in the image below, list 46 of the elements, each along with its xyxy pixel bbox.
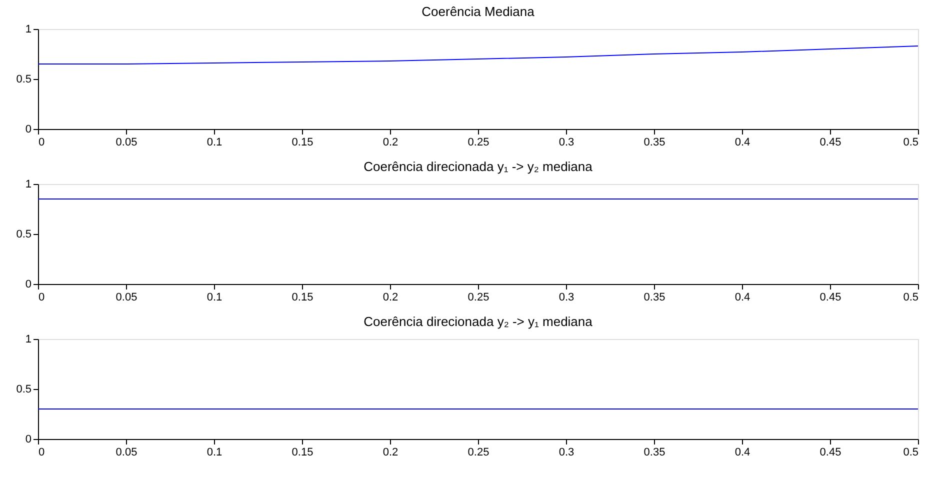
x-tick-label: 0.5 xyxy=(903,136,918,148)
x-tick-label: 0.45 xyxy=(820,446,842,458)
y-tick-label: 1 xyxy=(25,334,32,346)
chart-title: Coerência Mediana xyxy=(422,4,536,19)
x-tick-label: 0.25 xyxy=(468,292,490,304)
x-tick-label: 0.3 xyxy=(558,446,574,458)
x-tick-label: 0.15 xyxy=(292,292,314,304)
x-tick-label: 0.1 xyxy=(206,446,222,458)
x-tick-label: 0.25 xyxy=(468,136,490,148)
x-tick-label: 0.05 xyxy=(116,136,138,148)
y-tick-label: 1 xyxy=(25,178,32,190)
x-tick-label: 0.45 xyxy=(820,292,842,304)
y-tick-label: 0.5 xyxy=(16,384,32,396)
x-tick-label: 0.5 xyxy=(903,446,918,458)
x-tick-label: 0 xyxy=(38,136,45,148)
x-tick-label: 0.2 xyxy=(382,292,398,304)
x-tick-label: 0.4 xyxy=(734,446,750,458)
x-tick-label: 0.35 xyxy=(644,292,666,304)
x-tick-label: 0.25 xyxy=(468,446,490,458)
x-tick-label: 0.1 xyxy=(206,292,222,304)
chart-title: Coerência direcionada y₁ -> y₂ mediana xyxy=(364,159,594,174)
x-tick-label: 0.15 xyxy=(292,136,314,148)
x-tick-label: 0.05 xyxy=(116,292,138,304)
y-tick-label: 0 xyxy=(25,278,32,290)
x-tick-label: 0.35 xyxy=(644,136,666,148)
x-tick-label: 0.3 xyxy=(558,136,574,148)
y-tick-label: 1 xyxy=(25,24,32,36)
x-tick-label: 0.45 xyxy=(820,136,842,148)
y-tick-label: 0.5 xyxy=(16,228,32,240)
y-tick-label: 0 xyxy=(25,124,32,136)
x-tick-label: 0.15 xyxy=(292,446,314,458)
x-tick-label: 0.5 xyxy=(903,292,918,304)
x-tick-label: 0 xyxy=(38,292,45,304)
line-series xyxy=(38,46,918,64)
x-tick-label: 0.05 xyxy=(116,446,138,458)
x-tick-label: 0.3 xyxy=(558,292,574,304)
x-tick-label: 0.35 xyxy=(644,446,666,458)
x-tick-label: 0.1 xyxy=(206,136,222,148)
x-tick-label: 0.2 xyxy=(382,136,398,148)
chart-title: Coerência direcionada y₂ -> y₁ mediana xyxy=(364,314,594,329)
x-tick-label: 0.4 xyxy=(734,292,750,304)
y-tick-label: 0 xyxy=(25,434,32,446)
x-tick-label: 0 xyxy=(38,446,45,458)
x-tick-label: 0.4 xyxy=(734,136,750,148)
x-tick-label: 0.2 xyxy=(382,446,398,458)
y-tick-label: 0.5 xyxy=(16,74,32,86)
